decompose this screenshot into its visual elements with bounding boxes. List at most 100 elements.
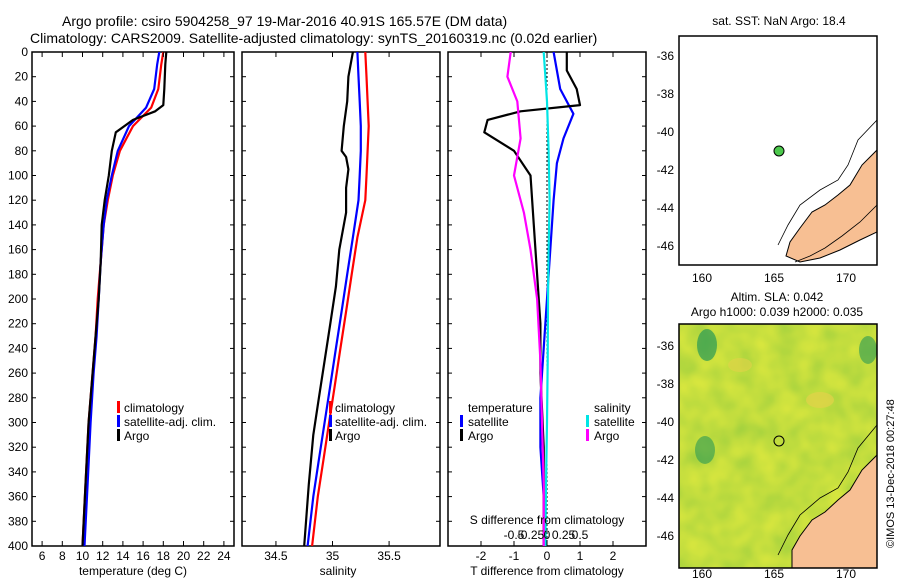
sal-legend-argo-swatch [329,429,332,441]
sst-map [679,36,877,265]
sla-map [679,324,877,568]
x-tick-label: 20 [177,549,191,563]
x-tick-label: 6 [39,549,46,563]
x-tick-label: 16 [136,549,150,563]
depth-axis: 0 20 40 60 80 100 120 140 160 180 200 220 240 260 280 3… [8,45,646,553]
temperature-x-axis: 6 8 10 12 14 16 18 20 22 24 [39,52,231,563]
temperature-series [81,52,168,546]
legend-salinity-title: salinity [594,401,631,415]
sst-lat-tick: -42 [657,163,675,177]
sal-legend-argo-label: Argo [335,429,361,443]
sst-lon-tick: 160 [692,271,712,285]
x-tick-label: 35 [326,549,340,563]
sla-high-patch [806,392,834,408]
sal-legend-climatology-label: climatology [335,401,395,415]
sla-lon-tick: 170 [836,567,856,580]
depth-tick-label: 20 [15,70,29,84]
depth-tick-label: 200 [8,292,28,306]
legend-t-satellite-swatch [460,415,463,427]
sla-lat-tick: -42 [657,453,675,467]
sst-map-lat-ticks: -36 -38 -40 -42 -44 -46 [657,49,675,253]
sla-lat-tick: -36 [657,339,675,353]
sst-lat-tick: -38 [657,87,675,101]
difference-legend: temperature satellite Argo salinity sate… [460,401,635,443]
sst-map-lon-ticks: 160 165 170 [692,271,856,285]
south-island-landmass [791,454,877,568]
sla-lat-tick: -46 [657,529,675,543]
legend-s-satellite-label: satellite [594,415,635,429]
depth-tick-label: 380 [8,514,28,528]
x-tick-label: -1 [509,549,520,563]
sal-legend-climatology-swatch [329,401,332,413]
depth-tick-label: 300 [8,416,28,430]
sla-low-patch [859,336,877,364]
x-tick-label: 8 [59,549,66,563]
sal-legend-satellite-swatch [329,415,332,427]
depth-tick-label: 340 [8,465,28,479]
legend-s-argo-label: Argo [594,429,620,443]
legend-t-argo-swatch [460,429,463,441]
sst-lat-tick: -36 [657,49,675,63]
x-tick-label: 35.5 [377,549,401,563]
t-difference-x-axis: -2 -1 0 1 2 [476,52,617,563]
s-diff-tick-label: 0.5 [572,528,589,542]
x-tick-label: 10 [76,549,90,563]
legend-climatology-label: climatology [124,401,184,415]
sst-lon-tick: 165 [764,271,784,285]
series-line-argo [81,52,168,546]
legend-s-satellite-swatch [586,415,589,427]
bathymetry-contour-south [794,204,877,263]
depth-tick-label: 80 [15,144,29,158]
series-line-t-argo [483,52,582,546]
depth-tick-label: 160 [8,243,28,257]
x-tick-label: 12 [96,549,110,563]
salinity-x-axis: 34.5 35 35.5 [264,52,401,563]
x-tick-label: 34.5 [264,549,288,563]
depth-tick-label: 40 [15,94,29,108]
x-tick-label: 18 [157,549,171,563]
x-tick-label: 14 [116,549,130,563]
sst-map-frame [678,35,878,266]
sla-lat-tick: -44 [657,491,675,505]
series-line-t-satellite [539,52,575,546]
sla-map-lat-ticks: -36 -38 -40 -42 -44 -46 [657,339,675,543]
series-line-satellite-adj-clim- [306,52,362,546]
sla-low-patch [697,329,717,361]
x-tick-label: 1 [577,549,584,563]
x-tick-label: 0 [544,549,551,563]
sst-lat-tick: -46 [657,239,675,253]
legend-s-argo-swatch [586,429,589,441]
sla-high-patch [728,358,752,372]
legend-temperature-title: temperature [468,401,533,415]
depth-tick-label: 260 [8,366,28,380]
title-line-2: Climatology: CARS2009. Satellite-adjuste… [30,30,597,46]
bathymetry-contour [777,119,877,246]
salinity-plot-frame [241,51,441,547]
title-line-1: Argo profile: csiro 5904258_97 19-Mar-20… [62,13,507,29]
series-line-argo [303,52,354,546]
difference-series [483,52,582,546]
series-line-satellite-adj-clim- [83,52,161,546]
series-line-climatology [311,52,370,546]
sst-lat-tick: -40 [657,125,675,139]
temperature-legend: climatology satellite-adj. clim. Argo [117,401,216,443]
sal-legend-satellite-label: satellite-adj. clim. [335,415,427,429]
legend-satellite-swatch [117,415,120,427]
depth-tick-label: 120 [8,193,28,207]
x-tick-label: 22 [197,549,211,563]
series-line-s-argo [506,52,545,546]
series-line-s-satellite [542,52,551,546]
depth-tick-label: 320 [8,440,28,454]
depth-tick-label: 400 [8,539,28,553]
depth-tick-label: 360 [8,490,28,504]
sla-low-patch [695,436,715,464]
sla-map-title-line-1: Altim. SLA: 0.042 [731,290,824,304]
sla-map-title-line-2: Argo h1000: 0.039 h2000: 0.035 [691,305,863,319]
depth-tick-label: 280 [8,391,28,405]
sst-map-title: sat. SST: NaN Argo: 18.4 [712,14,846,28]
s-diff-tick-label: -0.5 [504,528,525,542]
depth-tick-label: 0 [21,45,28,59]
x-tick-label: -2 [476,549,487,563]
s-difference-x-axis: -0.5-0.25 0 0.250.5 [504,528,589,542]
